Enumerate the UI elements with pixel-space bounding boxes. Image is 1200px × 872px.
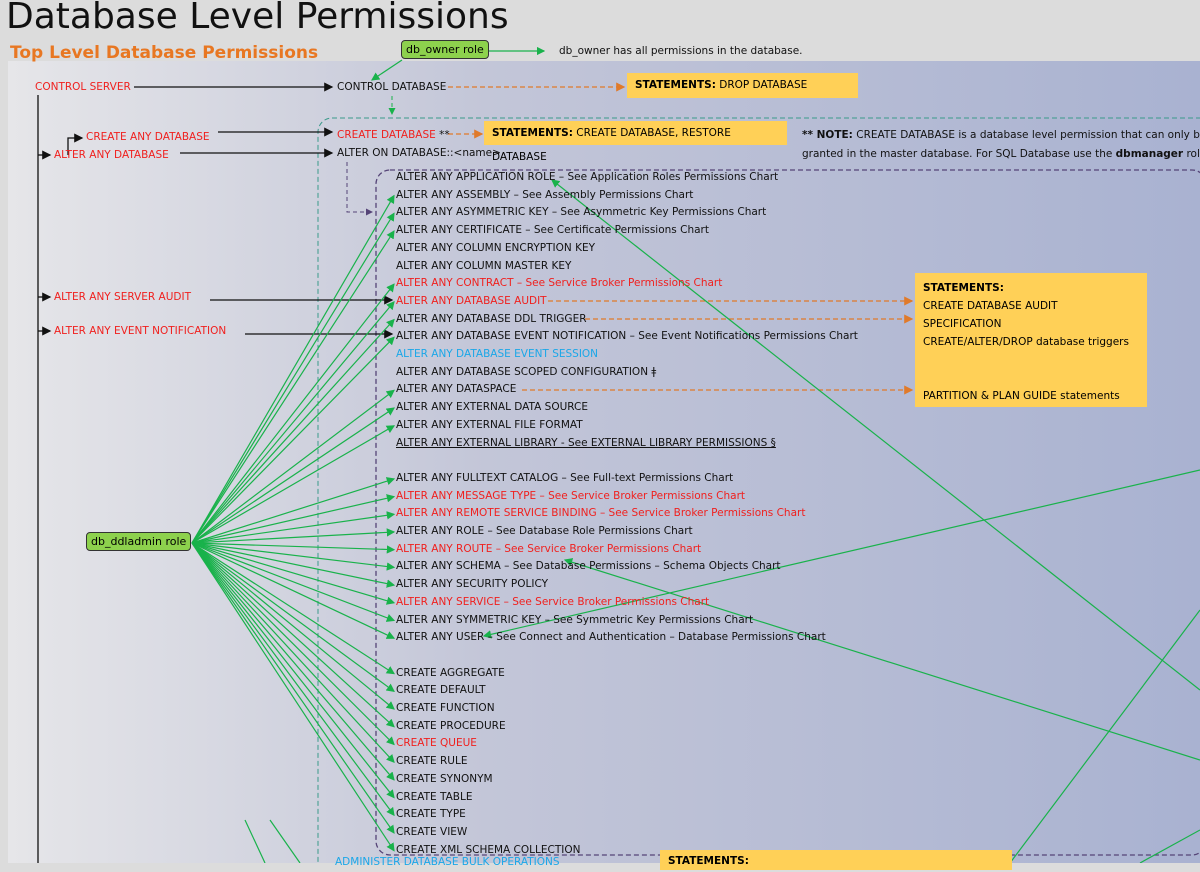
ddladmin-arrow bbox=[191, 542, 395, 817]
permission-item: ALTER ANY DATABASE SCOPED CONFIGURATION … bbox=[396, 365, 657, 378]
create-database: CREATE DATABASE bbox=[337, 129, 436, 141]
ddladmin-arrow bbox=[191, 542, 395, 728]
permission-item: CREATE FUNCTION bbox=[396, 702, 495, 714]
permission-item: ALTER ANY DATABASE EVENT SESSION bbox=[396, 348, 599, 360]
ddladmin-arrow bbox=[191, 542, 396, 675]
ddladmin-arrow bbox=[191, 542, 395, 693]
statements-create-box: STATEMENTS: CREATE DATABASE, RESTORE DAT… bbox=[484, 121, 787, 163]
permission-item: ALTER ANY SERVICE – See Service Broker P… bbox=[396, 595, 710, 608]
ddladmin-arrow bbox=[191, 542, 395, 746]
ddladmin-arrow bbox=[191, 336, 395, 544]
alter-on-database: ALTER ON DATABASE::<name> bbox=[337, 147, 501, 159]
ddladmin-arrow bbox=[191, 212, 395, 544]
permission-item: CREATE QUEUE bbox=[396, 737, 477, 750]
permission-item: ALTER ANY ROUTE – See Service Broker Per… bbox=[396, 542, 702, 555]
db-owner-note: db_owner has all permissions in the data… bbox=[559, 45, 803, 57]
ddladmin-arrow bbox=[191, 494, 396, 544]
permission-item: ALTER ANY DATABASE DDL TRIGGER bbox=[396, 312, 587, 325]
create-any-database: CREATE ANY DATABASE bbox=[86, 131, 210, 143]
create-database-note: ** NOTE: CREATE DATABASE is a database l… bbox=[802, 129, 1200, 160]
statements-bulk-box: STATEMENTS: bbox=[660, 850, 1012, 870]
ddladmin-arrow bbox=[191, 542, 396, 639]
statements-audit-box: STATEMENTS: CREATE DATABASE AUDIT SPECIF… bbox=[915, 273, 1147, 407]
ddladmin-arrow bbox=[191, 283, 395, 544]
permission-item: ALTER ANY ASSEMBLY – See Assembly Permis… bbox=[396, 188, 694, 201]
permission-item: ALTER ANY REMOTE SERVICE BINDING – See S… bbox=[396, 507, 806, 520]
permission-item: CREATE AGGREGATE bbox=[396, 666, 505, 679]
ddladmin-arrow bbox=[191, 300, 395, 544]
permission-item: ALTER ANY FULLTEXT CATALOG – See Full-te… bbox=[396, 471, 734, 484]
permission-item: ALTER ANY EXTERNAL DATA SOURCE bbox=[396, 401, 589, 414]
ddladmin-arrow bbox=[191, 542, 395, 799]
diagram-panel bbox=[8, 61, 1200, 863]
permission-item: CREATE VIEW bbox=[396, 825, 468, 838]
ddladmin-arrow bbox=[191, 194, 395, 544]
ddladmin-arrow bbox=[191, 542, 395, 781]
permission-item: ALTER ANY EXTERNAL LIBRARY - See EXTERNA… bbox=[396, 436, 776, 449]
permission-item: ALTER ANY DATASPACE bbox=[396, 383, 517, 396]
permission-item: CREATE DEFAULT bbox=[396, 684, 486, 697]
permission-item: CREATE PROCEDURE bbox=[396, 719, 506, 732]
control-database: CONTROL DATABASE bbox=[337, 81, 447, 93]
ddladmin-arrow bbox=[191, 230, 395, 544]
permission-item: CREATE RULE bbox=[396, 755, 468, 768]
permission-item: ALTER ANY COLUMN ENCRYPTION KEY bbox=[396, 241, 596, 254]
permission-item: ALTER ANY DATABASE AUDIT bbox=[396, 294, 547, 307]
db-ddladmin-role: db_ddladmin role bbox=[86, 532, 192, 551]
permission-item: ALTER ANY SCHEMA – See Database Permissi… bbox=[396, 560, 781, 573]
ddladmin-arrow bbox=[191, 542, 396, 622]
permission-item: ALTER ANY CERTIFICATE – See Certificate … bbox=[396, 224, 709, 237]
administer-bulk-operations: ADMINISTER DATABASE BULK OPERATIONS bbox=[335, 856, 560, 868]
permission-item: ALTER ANY SECURITY POLICY bbox=[396, 578, 549, 591]
permission-item: ALTER ANY SYMMETRIC KEY – See Symmetric … bbox=[396, 613, 754, 626]
alter-any-server-audit: ALTER ANY SERVER AUDIT bbox=[54, 291, 191, 303]
ddladmin-arrow bbox=[191, 542, 395, 763]
statements-drop-box: STATEMENTS: DROP DATABASE bbox=[627, 73, 858, 98]
permission-item: ALTER ANY USER – See Connect and Authent… bbox=[396, 631, 826, 644]
permission-item: ALTER ANY EXTERNAL FILE FORMAT bbox=[396, 418, 583, 431]
ddladmin-arrow bbox=[191, 425, 396, 544]
ddladmin-arrow bbox=[191, 542, 396, 605]
ddladmin-arrow bbox=[191, 542, 396, 571]
section-title: Top Level Database Permissions bbox=[10, 43, 319, 63]
permission-item: ALTER ANY MESSAGE TYPE – See Service Bro… bbox=[396, 489, 745, 502]
ddladmin-arrow bbox=[191, 542, 395, 710]
ddladmin-arrow bbox=[191, 528, 396, 544]
permission-item: CREATE XML SCHEMA COLLECTION bbox=[396, 843, 581, 856]
permission-item: ALTER ANY ASYMMETRIC KEY – See Asymmetri… bbox=[396, 206, 767, 219]
alter-any-event-notification: ALTER ANY EVENT NOTIFICATION bbox=[54, 325, 227, 337]
alter-any-database: ALTER ANY DATABASE bbox=[54, 149, 169, 161]
ddladmin-arrow bbox=[191, 407, 395, 544]
permission-item: ALTER ANY ROLE – See Database Role Permi… bbox=[396, 525, 693, 537]
permission-item: ALTER ANY CONTRACT – See Service Broker … bbox=[396, 277, 723, 290]
permission-item: CREATE SYNONYM bbox=[396, 772, 493, 785]
ddladmin-arrow bbox=[191, 542, 395, 852]
permission-item: ALTER ANY APPLICATION ROLE – See Applica… bbox=[396, 171, 779, 183]
ddladmin-arrow bbox=[191, 389, 395, 544]
permission-item: CREATE TABLE bbox=[396, 790, 473, 803]
db-owner-role: db_owner role bbox=[401, 40, 489, 59]
ddladmin-arrow bbox=[191, 542, 395, 834]
ddladmin-arrow bbox=[191, 542, 396, 554]
create-database-mark: ** bbox=[439, 129, 450, 141]
control-server: CONTROL SERVER bbox=[35, 81, 131, 93]
page-title: Database Level Permissions bbox=[6, 0, 509, 37]
ddladmin-arrow bbox=[191, 542, 396, 588]
permission-item: ALTER ANY COLUMN MASTER KEY bbox=[396, 259, 572, 272]
ddladmin-arrow bbox=[191, 318, 395, 544]
ddladmin-arrow bbox=[191, 511, 396, 544]
permission-item: CREATE TYPE bbox=[396, 808, 466, 821]
permission-item: ALTER ANY DATABASE EVENT NOTIFICATION – … bbox=[396, 330, 858, 343]
ddladmin-arrow bbox=[191, 477, 396, 544]
